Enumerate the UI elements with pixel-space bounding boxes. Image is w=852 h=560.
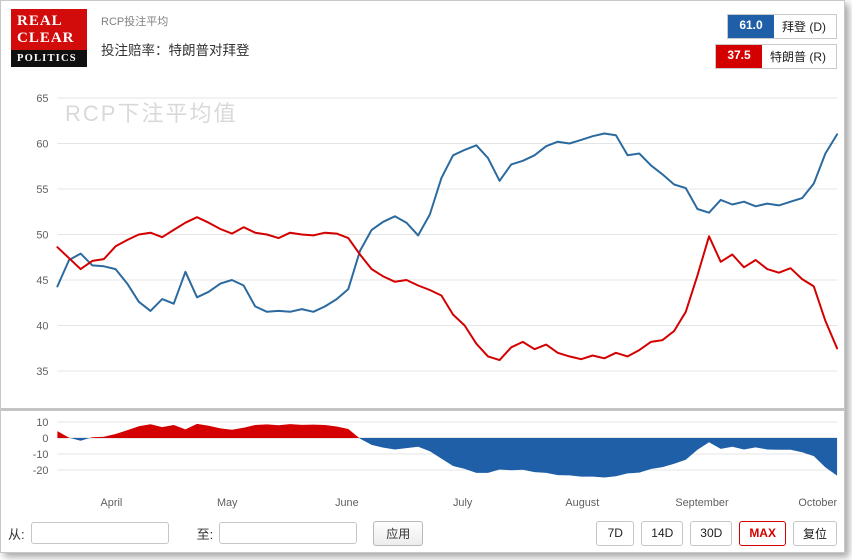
range-controls-bar: 从: 至: 应用 7D 14D 30D MAX 复位	[1, 514, 844, 552]
svg-text:September: September	[675, 497, 729, 509]
logo-line-real: REAL	[17, 13, 63, 29]
biden-value-badge: 61.0	[728, 15, 774, 38]
rcp-logo[interactable]: REAL CLEAR POLITICS	[11, 9, 87, 67]
logo-line-politics: POLITICS	[11, 49, 87, 67]
logo-line-clear: CLEAR	[17, 29, 75, 46]
date-to-label: 至:	[196, 526, 214, 542]
rcp-logo-red-block: REAL CLEAR	[11, 9, 87, 50]
svg-text:65: 65	[36, 93, 48, 105]
range-button-7d[interactable]: 7D	[596, 520, 635, 546]
date-to-input[interactable]	[219, 522, 358, 544]
date-from-label: 从:	[8, 526, 25, 542]
date-from-input[interactable]	[30, 522, 169, 544]
svg-text:35: 35	[36, 366, 48, 378]
chart-area: RCP下注平均值 65 60 55 50 45 40 35 10 0 -10 -20 April May…	[1, 86, 844, 516]
svg-text:-10: -10	[33, 449, 49, 461]
title-block: RCP投注平均 投注赔率：特朗普对拜登	[101, 13, 250, 59]
legend: 61.0 拜登 (D) 37.5 特朗普 (R)	[715, 14, 837, 69]
range-button-30d[interactable]: 30D	[690, 520, 733, 546]
svg-text:-20: -20	[33, 465, 49, 477]
svg-text:50: 50	[36, 229, 48, 241]
svg-text:55: 55	[36, 184, 48, 196]
svg-text:60: 60	[36, 138, 48, 150]
chart-subtitle: RCP投注平均	[101, 16, 169, 28]
rcp-betting-odds-window: REAL CLEAR POLITICS RCP投注平均 投注赔率：特朗普对拜登 …	[0, 0, 845, 553]
trump-legend-label: 特朗普 (R)	[770, 50, 826, 64]
svg-text:May: May	[217, 497, 238, 509]
svg-text:0: 0	[42, 433, 48, 445]
legend-item-biden: 61.0 拜登 (D)	[727, 14, 837, 39]
svg-text:June: June	[335, 497, 359, 509]
chart-title: 投注赔率：特朗普对拜登	[101, 43, 250, 58]
trump-value-badge: 37.5	[716, 45, 762, 68]
svg-text:July: July	[453, 497, 473, 509]
apply-button[interactable]: 应用	[373, 520, 424, 546]
chart-header: REAL CLEAR POLITICS RCP投注平均 投注赔率：特朗普对拜登 …	[1, 1, 844, 86]
chart-svg[interactable]: 65 60 55 50 45 40 35 10 0 -10 -20 April May June July A…	[1, 86, 844, 516]
svg-text:10: 10	[36, 417, 48, 429]
svg-text:April: April	[101, 497, 123, 509]
svg-text:August: August	[565, 497, 599, 509]
svg-text:October: October	[798, 497, 837, 509]
range-button-group: 7D 14D 30D MAX 复位	[596, 520, 837, 546]
svg-text:45: 45	[36, 275, 48, 287]
legend-item-trump: 37.5 特朗普 (R)	[715, 44, 837, 69]
range-button-14d[interactable]: 14D	[641, 520, 684, 546]
biden-legend-label: 拜登 (D)	[782, 20, 826, 34]
range-button-max[interactable]: MAX	[739, 520, 786, 546]
reset-button[interactable]: 复位	[792, 520, 837, 546]
svg-text:40: 40	[36, 320, 48, 332]
